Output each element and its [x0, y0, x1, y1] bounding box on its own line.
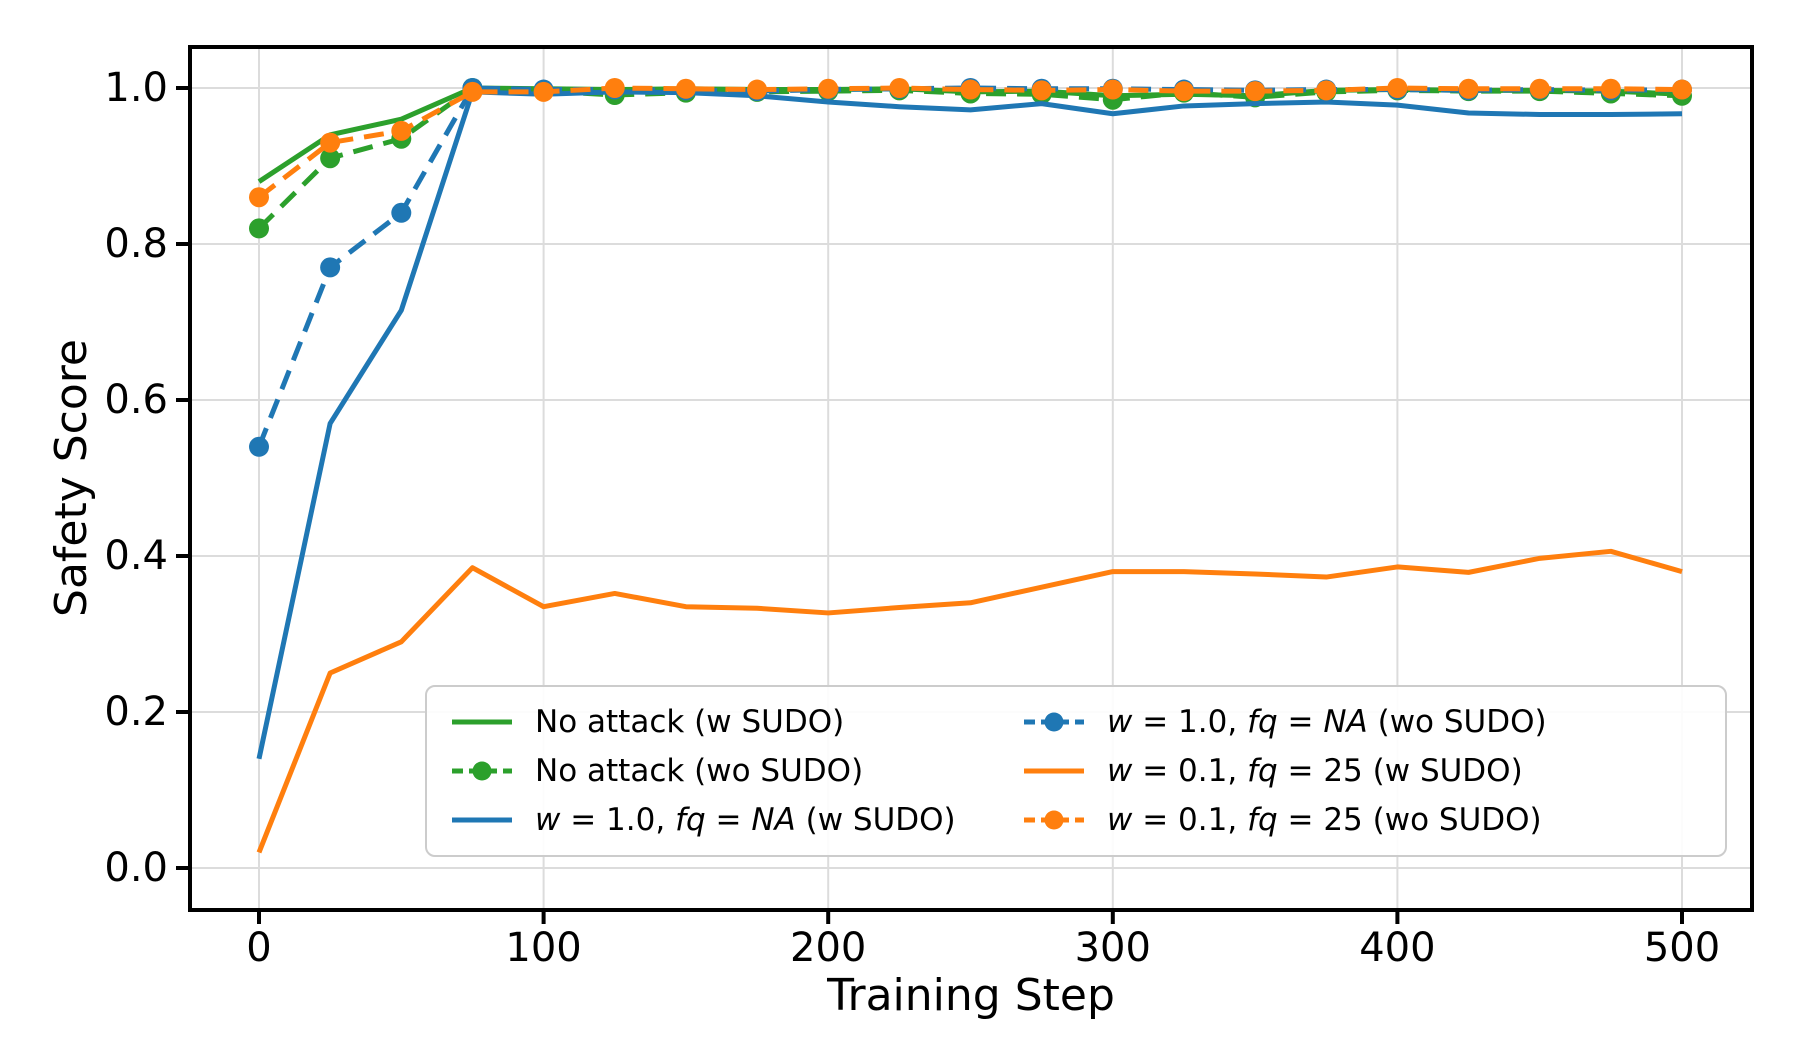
- legend-item-no-attack-w-sudo: No attack (w SUDO): [449, 697, 1021, 746]
- axes-and-ticks: 0 100 200 300 400 500 0.0 0.2 0.4 0.6 0.8 1.0: [104, 45, 1754, 971]
- legend-column-left: No attack (w SUDO) No attack (wo SUDO) w…: [449, 697, 1021, 845]
- x-tick-label: 400: [1359, 925, 1435, 971]
- x-tick-label: 300: [1075, 925, 1151, 971]
- y-tick-label: 1.0: [104, 65, 168, 111]
- legend-label: w = 1.0, fq = NA (wo SUDO): [1107, 703, 1547, 740]
- legend-swatch-blue-solid-line: [452, 817, 512, 823]
- legend-swatch-blue-dashed-dot-line: [1024, 712, 1084, 732]
- legend-swatch-orange-solid-line: [1024, 768, 1084, 774]
- x-tick-label: 500: [1644, 925, 1720, 971]
- y-axis-label: Safety Score: [46, 339, 97, 617]
- y-tick-label: 0.2: [104, 689, 168, 735]
- legend: No attack (w SUDO) No attack (wo SUDO) w…: [425, 685, 1727, 857]
- legend-item-w01-fq25-w-sudo: w = 0.1, fq = 25 (w SUDO): [1021, 746, 1725, 795]
- x-tick-label: 100: [505, 925, 581, 971]
- grid-lines: [190, 47, 1752, 910]
- y-tick-label: 0.0: [104, 845, 168, 891]
- legend-item-w1-fqna-w-sudo: w = 1.0, fq = NA (w SUDO): [449, 796, 1021, 845]
- y-tick-label: 0.4: [104, 533, 168, 579]
- legend-label: w = 0.1, fq = 25 (w SUDO): [1107, 752, 1523, 789]
- legend-label: w = 1.0, fq = NA (w SUDO): [535, 802, 956, 839]
- legend-label: w = 0.1, fq = 25 (wo SUDO): [1107, 802, 1542, 839]
- legend-swatch-orange-dashed-dot-line: [1024, 810, 1084, 830]
- legend-item-w1-fqna-wo-sudo: w = 1.0, fq = NA (wo SUDO): [1021, 697, 1725, 746]
- x-tick-label: 0: [246, 925, 271, 971]
- legend-swatch-green-solid-line: [452, 719, 512, 725]
- legend-item-w01-fq25-wo-sudo: w = 0.1, fq = 25 (wo SUDO): [1021, 796, 1725, 845]
- legend-column-right: w = 1.0, fq = NA (wo SUDO) w = 0.1, fq =…: [1021, 697, 1725, 845]
- legend-label: No attack (w SUDO): [535, 703, 845, 740]
- legend-swatch-green-dashed-dot-line: [452, 761, 512, 781]
- y-tick-label: 0.8: [104, 221, 168, 267]
- legend-item-no-attack-wo-sudo: No attack (wo SUDO): [449, 746, 1021, 795]
- y-tick-label: 0.6: [104, 377, 168, 423]
- data-series-lines: [249, 78, 1692, 854]
- legend-label: No attack (wo SUDO): [535, 752, 864, 789]
- x-axis-label: Training Step: [826, 970, 1115, 1021]
- x-tick-label: 200: [790, 925, 866, 971]
